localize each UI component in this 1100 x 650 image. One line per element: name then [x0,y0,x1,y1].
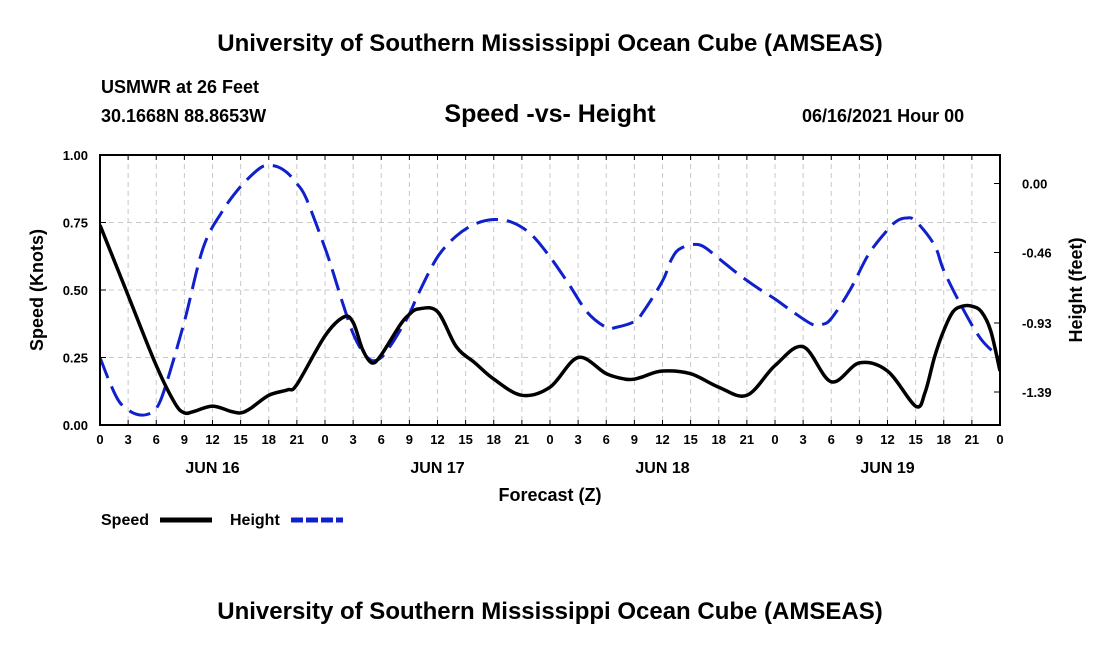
x-tick-label: 6 [153,432,160,447]
x-tick-label: 18 [712,432,726,447]
x-tick-label: 3 [575,432,582,447]
y-tick-label-left: 0.75 [63,216,88,231]
y-tick-label-right: -1.39 [1022,385,1052,400]
chart-title: Speed -vs- Height [444,100,656,128]
x-tick-label: 0 [996,432,1003,447]
x-tick-label: 12 [430,432,444,447]
y-axis-label-right: Height (feet) [1066,238,1086,343]
x-tick-label: 18 [937,432,951,447]
x-tick-label: 9 [181,432,188,447]
series-line-height [100,163,1000,417]
x-day-label: JUN 18 [635,460,689,477]
x-tick-label: 18 [487,432,501,447]
x-tick-label: 6 [828,432,835,447]
x-tick-label: 15 [233,432,247,447]
x-day-label: JUN 19 [860,460,914,477]
y-axis-label-left: Speed (Knots) [27,229,47,351]
x-tick-label: 3 [125,432,132,447]
y-tick-label-left: 0.25 [63,351,88,366]
x-tick-label: 12 [205,432,219,447]
y-tick-label-right: -0.93 [1022,316,1052,331]
datetime-label: 06/16/2021 Hour 00 [802,106,965,126]
y-tick-label-right: -0.46 [1022,246,1052,261]
x-tick-label: 15 [683,432,697,447]
x-tick-label: 9 [406,432,413,447]
station-label: USMWR at 26 Feet [101,77,260,97]
series-lines [100,163,1000,417]
x-tick-label: 18 [262,432,276,447]
x-tick-label: 21 [740,432,754,447]
x-tick-label: 0 [96,432,103,447]
y-tick-label-left: 1.00 [63,148,88,163]
coordinates-label: 30.1668N 88.8653W [101,106,267,126]
page-title: University of Southern Mississippi Ocean… [217,30,883,57]
x-tick-label: 9 [631,432,638,447]
legend-speed-label: Speed [101,512,149,529]
y-tick-label-left: 0.50 [63,283,88,298]
footer-title: University of Southern Mississippi Ocean… [217,598,883,625]
x-tick-label: 15 [908,432,922,447]
grid-lines [100,155,1000,425]
x-tick-label: 21 [290,432,304,447]
y-tick-label-left: 0.00 [63,418,88,433]
x-tick-label: 3 [800,432,807,447]
axes: 0 3 6 9 12 15 18 21 0 3 6 9 12 15 18 21 0 3 6 9 12 15 18 21 0 3 6 9… [63,148,1052,477]
x-tick-label: 6 [378,432,385,447]
y-tick-label-right: 0.00 [1022,177,1047,192]
series-line-speed [100,224,1000,416]
x-tick-label: 0 [771,432,778,447]
x-tick-label: 0 [546,432,553,447]
x-tick-label: 12 [880,432,894,447]
x-tick-label: 6 [603,432,610,447]
x-day-label: JUN 17 [410,460,464,477]
x-axis-label: Forecast (Z) [498,485,601,505]
x-tick-label: 15 [458,432,472,447]
x-tick-label: 9 [856,432,863,447]
x-tick-label: 12 [655,432,669,447]
legend: Speed Height [101,512,343,529]
legend-height-label: Height [230,512,280,529]
x-tick-label: 21 [965,432,979,447]
x-tick-label: 21 [515,432,529,447]
x-tick-label: 0 [321,432,328,447]
x-tick-label: 3 [350,432,357,447]
x-day-label: JUN 16 [185,460,239,477]
